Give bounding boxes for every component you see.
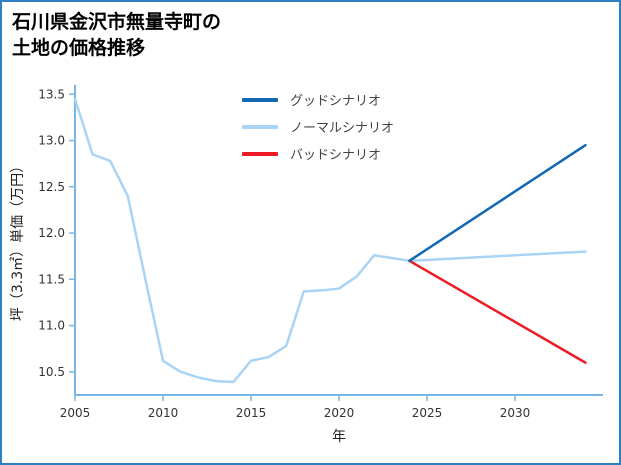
x-tick-label: 2010 xyxy=(148,406,179,420)
x-tick-label: 2015 xyxy=(236,406,267,420)
legend-label-normal-scenario: ノーマルシナリオ xyxy=(290,121,395,136)
y-tick-label: 12.0 xyxy=(38,226,65,240)
y-axis-title: 坪（3.3㎡）単価（万円） xyxy=(10,159,26,321)
legend-swatch-good-scenario xyxy=(242,97,278,102)
y-tick-label: 13.5 xyxy=(38,87,65,101)
x-tick-label: 2005 xyxy=(60,406,91,420)
legend-item-good-scenario: グッドシナリオ xyxy=(242,90,394,109)
chart-legend: グッドシナリオ ノーマルシナリオ バッドシナリオ xyxy=(242,90,394,163)
x-tick-label: 2030 xyxy=(500,406,531,420)
legend-label-good-scenario: グッドシナリオ xyxy=(290,94,382,109)
y-tick-label: 13.0 xyxy=(38,134,65,148)
y-tick-label: 11.0 xyxy=(38,319,65,333)
legend-swatch-normal-scenario xyxy=(242,124,278,129)
series-line-bad-scenario xyxy=(408,259,587,364)
chart-title-line2: 土地の価格推移 xyxy=(12,36,146,59)
chart-title-line1: 石川県金沢市無量寺町の xyxy=(12,11,222,33)
x-tick-label: 2025 xyxy=(412,406,443,420)
y-tick-label: 12.5 xyxy=(38,180,65,194)
x-tick-label: 2020 xyxy=(324,406,355,420)
y-tick-label: 11.5 xyxy=(38,272,65,286)
series-line-good-scenario xyxy=(408,143,587,263)
y-tick-label: 10.5 xyxy=(38,365,65,379)
x-axis-title: 年 xyxy=(332,429,346,445)
chart-title: 石川県金沢市無量寺町の 土地の価格推移 xyxy=(12,10,221,61)
legend-label-bad-scenario: バッドシナリオ xyxy=(290,148,382,163)
series-line-normal-scenario xyxy=(73,97,587,384)
legend-swatch-bad-scenario xyxy=(242,151,278,156)
legend-item-bad-scenario: バッドシナリオ xyxy=(242,144,394,163)
legend-item-normal-scenario: ノーマルシナリオ xyxy=(242,117,394,136)
